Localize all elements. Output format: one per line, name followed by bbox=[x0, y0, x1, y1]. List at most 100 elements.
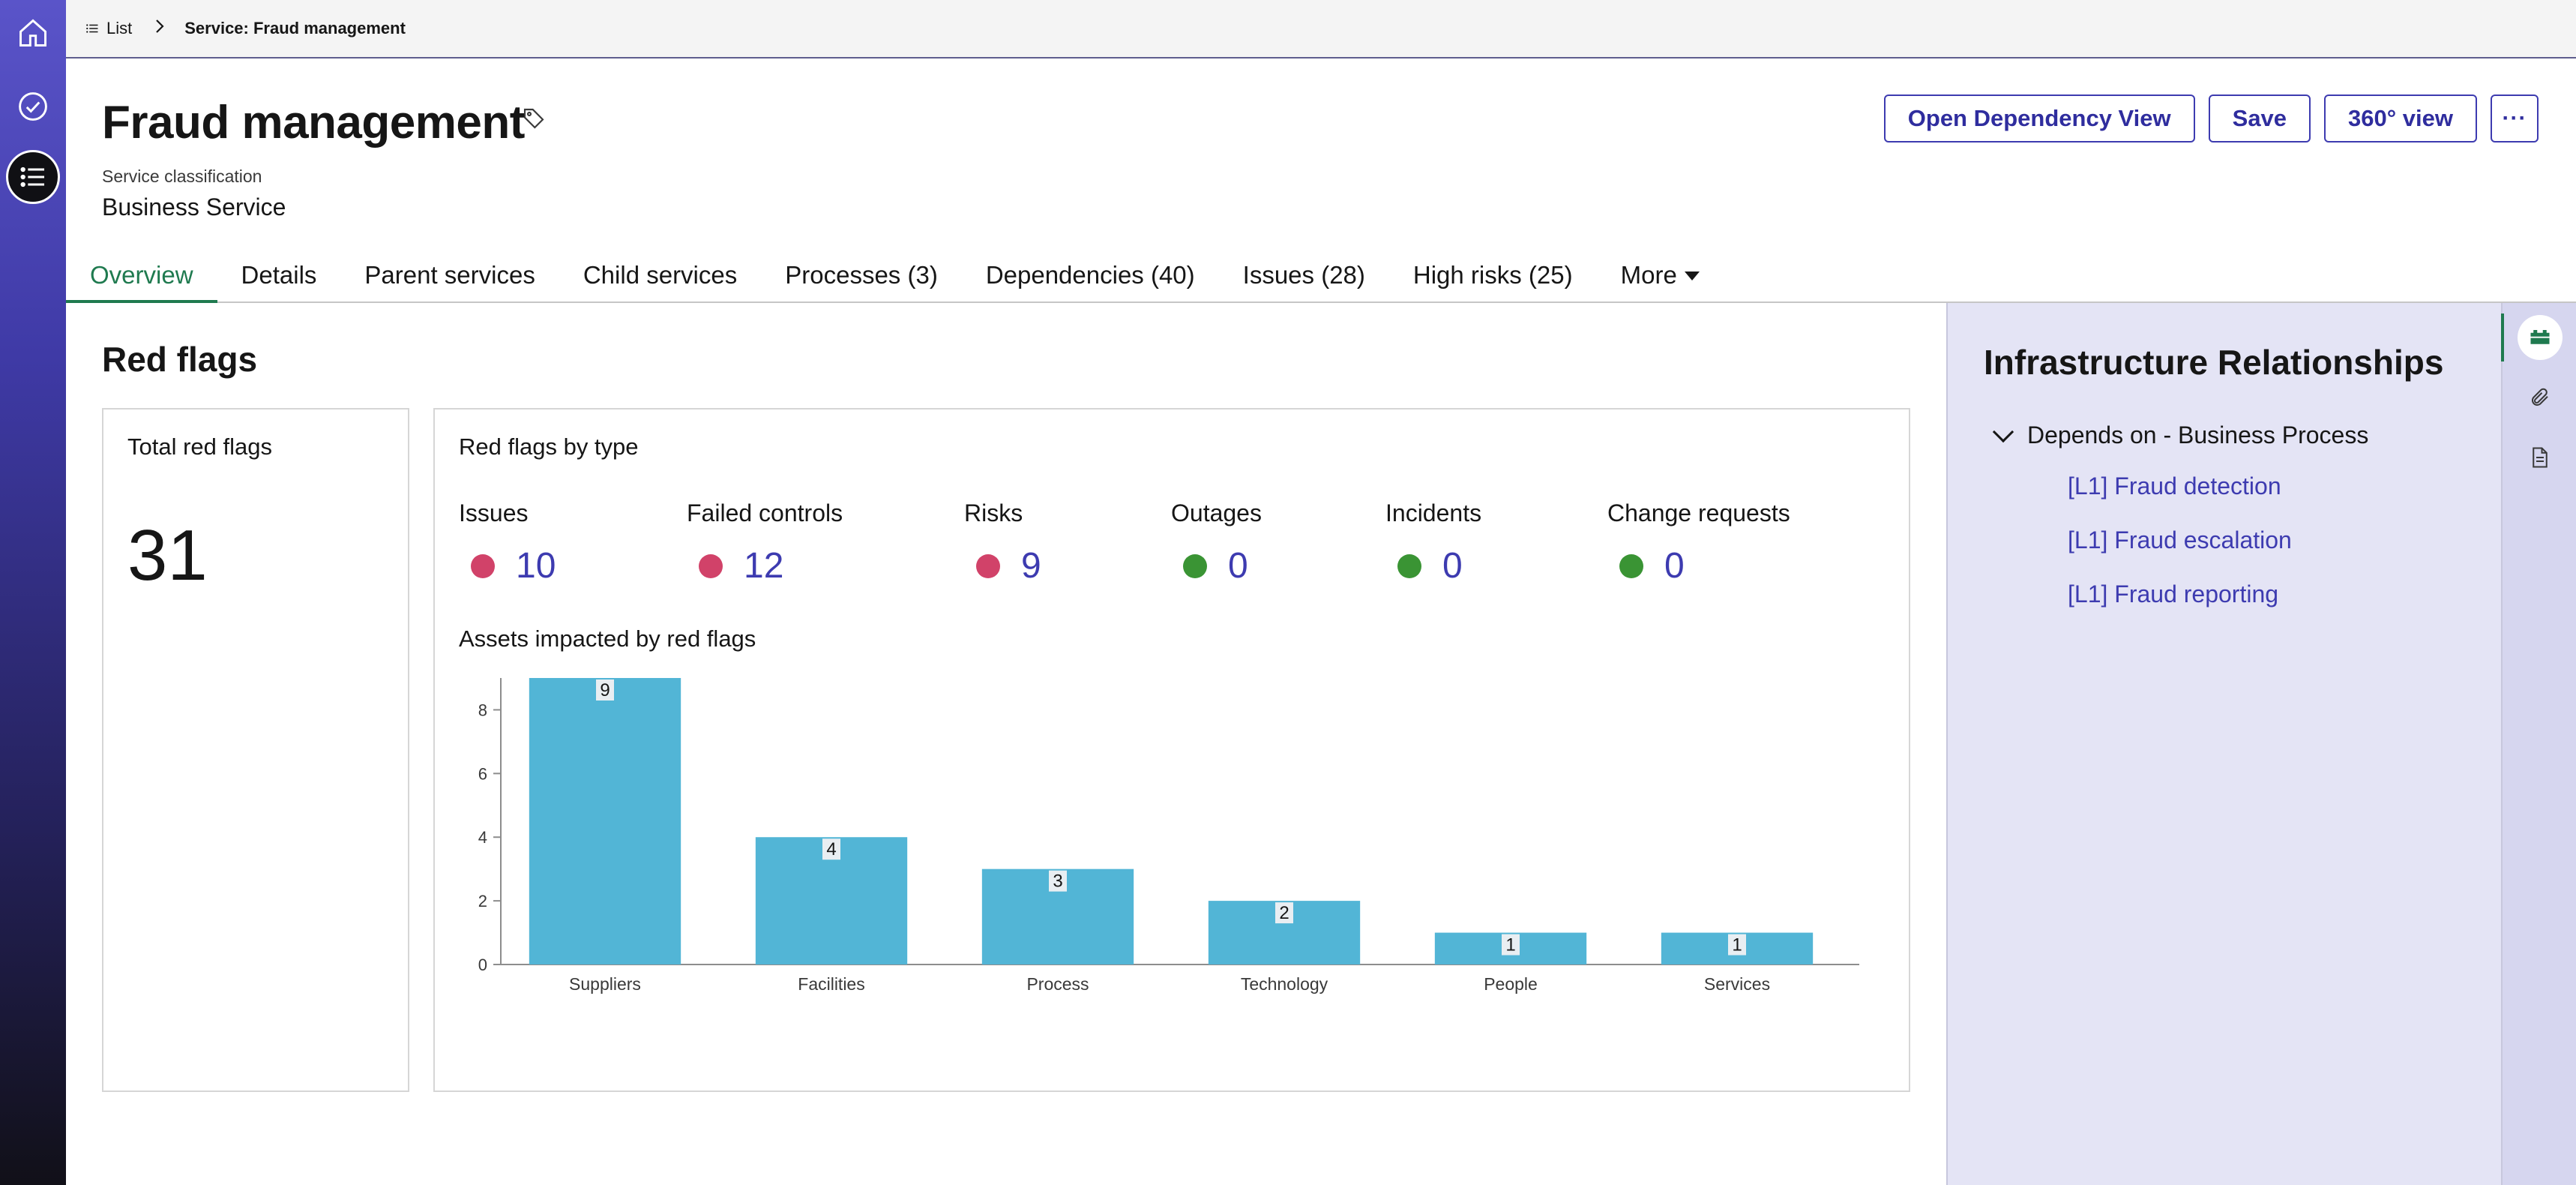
classification-value: Business Service bbox=[102, 194, 286, 220]
tag-icon[interactable] bbox=[522, 106, 546, 134]
type-risks[interactable]: Risks 9 bbox=[964, 500, 1041, 586]
status-dot-green bbox=[1619, 554, 1643, 578]
assets-bar-chart: 0 2 4 6 8 9 Suppliers 4 Facilities 3 Process 2 Techn… bbox=[478, 678, 1859, 994]
total-red-flags-card: Total red flags 31 bbox=[102, 408, 409, 1092]
caret-down-icon bbox=[1684, 272, 1700, 280]
tab-high-risks[interactable]: High risks (25) bbox=[1412, 261, 1573, 289]
tab-issues[interactable]: Issues (28) bbox=[1242, 261, 1365, 289]
data-label: 4 bbox=[826, 839, 836, 860]
data-label-bg bbox=[1049, 870, 1067, 892]
data-label-bg bbox=[1728, 934, 1746, 956]
status-dot-red bbox=[976, 554, 1000, 578]
type-value: 10 bbox=[516, 546, 556, 586]
overflow-menu-button[interactable]: ··· bbox=[2491, 94, 2539, 142]
group-label: Depends on - Business Process bbox=[2027, 422, 2369, 448]
open-dependency-view-button[interactable]: Open Dependency View bbox=[1883, 94, 2195, 142]
breadcrumb: List Service: Fraud management bbox=[66, 0, 2576, 58]
view-360-button[interactable]: 360° view bbox=[2324, 94, 2477, 142]
data-label: 1 bbox=[1505, 935, 1515, 956]
save-button[interactable]: Save bbox=[2208, 94, 2311, 142]
type-change-requests[interactable]: Change requests 0 bbox=[1607, 500, 1790, 586]
tab-child-services[interactable]: Child services bbox=[583, 261, 738, 289]
type-label: Incidents bbox=[1385, 500, 1482, 526]
classification-label: Service classification bbox=[102, 166, 262, 186]
data-label: 2 bbox=[1279, 903, 1289, 923]
data-label-bg bbox=[596, 680, 614, 700]
tab-more-label: More bbox=[1620, 261, 1677, 289]
tab-bar: Overview Details Parent services Child s… bbox=[66, 250, 2576, 303]
depends-on-group-toggle[interactable]: Depends on - Business Process bbox=[1992, 421, 2369, 449]
total-red-flags-value: 31 bbox=[127, 515, 208, 596]
relationship-link-fraud-escalation[interactable]: [L1] Fraud escalation bbox=[2068, 526, 2292, 554]
breadcrumb-list-link[interactable]: List bbox=[85, 19, 132, 38]
type-value: 9 bbox=[1021, 546, 1041, 586]
type-label: Outages bbox=[1171, 500, 1262, 526]
breadcrumb-current: Service: Fraud management bbox=[184, 19, 406, 38]
attachment-icon[interactable] bbox=[2518, 375, 2563, 420]
infrastructure-relationships-panel: Infrastructure Relationships Depends on … bbox=[1946, 303, 2501, 1185]
x-tick-label: Suppliers bbox=[569, 974, 641, 994]
checkmark-circle-icon[interactable] bbox=[10, 84, 55, 129]
status-dot-red bbox=[699, 554, 723, 578]
home-icon[interactable] bbox=[10, 10, 55, 56]
type-failed-controls[interactable]: Failed controls 12 bbox=[687, 500, 843, 586]
type-value: 0 bbox=[1664, 546, 1685, 586]
red-flags-by-type-title: Red flags by type bbox=[459, 434, 639, 460]
y-tick-label: 2 bbox=[478, 892, 487, 910]
list-small-icon bbox=[86, 24, 98, 33]
type-label: Change requests bbox=[1607, 500, 1790, 526]
breadcrumb-list-label: List bbox=[106, 19, 133, 38]
document-icon[interactable] bbox=[2518, 435, 2563, 480]
type-label: Risks bbox=[964, 500, 1023, 526]
tab-overview[interactable]: Overview bbox=[66, 250, 217, 303]
status-dot-red bbox=[471, 554, 495, 578]
page-title: Fraud management bbox=[102, 97, 525, 148]
relationship-link-fraud-detection[interactable]: [L1] Fraud detection bbox=[2068, 472, 2281, 500]
x-tick-label: Services bbox=[1704, 974, 1770, 994]
type-issues[interactable]: Issues 10 bbox=[459, 500, 556, 586]
active-indicator bbox=[2501, 314, 2504, 362]
type-label: Failed controls bbox=[687, 500, 843, 526]
tab-processes[interactable]: Processes (3) bbox=[785, 261, 938, 289]
red-flags-by-type-card: Red flags by type Issues 10 Failed contr… bbox=[433, 408, 1910, 1092]
y-tick-label: 6 bbox=[478, 764, 487, 783]
list-icon[interactable] bbox=[6, 150, 60, 204]
relationship-link-fraud-reporting[interactable]: [L1] Fraud reporting bbox=[2068, 580, 2279, 608]
type-value: 0 bbox=[1442, 546, 1463, 586]
chart-title: Assets impacted by red flags bbox=[459, 626, 756, 652]
left-nav-rail bbox=[0, 0, 66, 1185]
relationships-icon[interactable] bbox=[2518, 315, 2563, 360]
data-label-bg bbox=[1275, 902, 1293, 924]
red-flags-heading: Red flags bbox=[102, 340, 258, 379]
type-incidents[interactable]: Incidents 0 bbox=[1385, 500, 1481, 586]
right-tool-rail bbox=[2501, 303, 2576, 1185]
chevron-right-icon bbox=[154, 19, 165, 38]
tab-dependencies[interactable]: Dependencies (40) bbox=[985, 261, 1195, 289]
panel-title: Infrastructure Relationships bbox=[1984, 343, 2444, 382]
tab-more[interactable]: More bbox=[1597, 250, 1724, 302]
y-tick-label: 4 bbox=[478, 828, 487, 847]
y-tick-label: 0 bbox=[478, 956, 487, 974]
data-label-bg bbox=[822, 838, 840, 860]
tab-details[interactable]: Details bbox=[241, 261, 317, 289]
x-tick-label: Technology bbox=[1241, 974, 1328, 994]
total-red-flags-title: Total red flags bbox=[127, 434, 272, 460]
data-label: 9 bbox=[600, 680, 610, 700]
status-dot-green bbox=[1397, 554, 1421, 578]
type-value: 0 bbox=[1228, 546, 1248, 586]
y-tick-label: 8 bbox=[478, 700, 487, 719]
type-label: Issues bbox=[459, 500, 529, 526]
data-label: 3 bbox=[1053, 872, 1062, 892]
chevron-down-icon bbox=[1992, 421, 2014, 442]
x-tick-label: Process bbox=[1026, 974, 1089, 994]
data-label-bg bbox=[1502, 934, 1520, 956]
tab-parent-services[interactable]: Parent services bbox=[364, 261, 535, 289]
bar-suppliers bbox=[529, 678, 681, 964]
x-tick-label: People bbox=[1484, 974, 1538, 994]
type-outages[interactable]: Outages 0 bbox=[1171, 500, 1262, 586]
type-value: 12 bbox=[744, 546, 784, 586]
data-label: 1 bbox=[1732, 935, 1742, 956]
status-dot-green bbox=[1183, 554, 1207, 578]
header-actions: Open Dependency View Save 360° view ··· bbox=[1883, 94, 2539, 142]
x-tick-label: Facilities bbox=[798, 974, 864, 994]
